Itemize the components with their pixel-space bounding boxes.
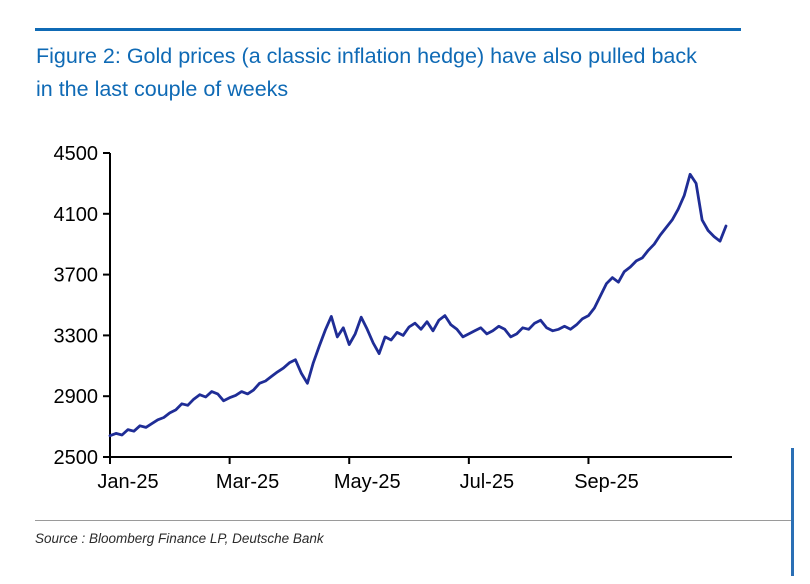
- gold-price-series: [108, 172, 728, 438]
- x-tick-label: Jan-25: [97, 471, 158, 493]
- x-tick-label: Mar-25: [216, 471, 279, 493]
- x-tick-label: Sep-25: [574, 471, 639, 493]
- y-tick-label: 4500: [54, 143, 99, 165]
- y-tick-label: 3300: [54, 325, 99, 347]
- y-tick-label: 2500: [54, 447, 99, 469]
- y-tick-label: 2900: [54, 386, 99, 408]
- gold-price-line-chart: 2500 2900 3300 3700 4100 4500 Jan-25 Mar-25 May-…: [54, 143, 732, 493]
- x-tick-label: Jul-25: [460, 471, 514, 493]
- y-tick-label: 4100: [54, 204, 99, 226]
- title-accent-rule: [35, 28, 741, 31]
- chart-area: 2500 2900 3300 3700 4100 4500 Jan-25 Mar-25 May-…: [32, 140, 744, 506]
- source-row: Source : Bloomberg Finance LP, Deutsche …: [35, 520, 793, 548]
- x-tick-label: May-25: [334, 471, 401, 493]
- figure-title: Figure 2: Gold prices (a classic inflati…: [36, 44, 697, 102]
- source-text: Source : Bloomberg Finance LP, Deutsche …: [35, 531, 324, 546]
- right-accent-bar: [791, 448, 794, 576]
- y-tick-label: 3700: [54, 265, 99, 287]
